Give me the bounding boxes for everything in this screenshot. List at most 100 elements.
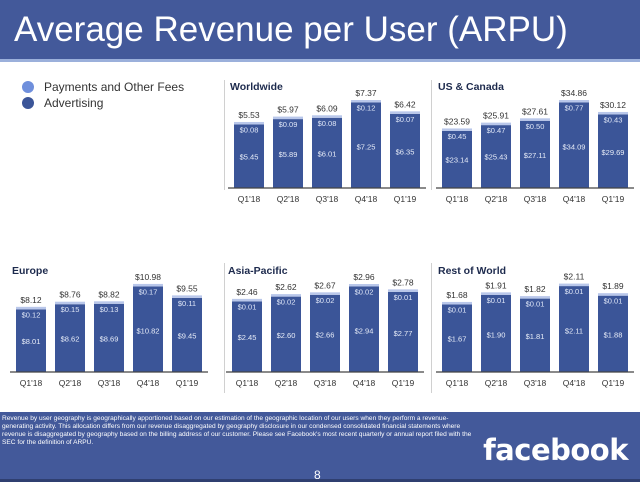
data-label-total: $5.53 — [238, 110, 260, 120]
data-label-advertising: $1.67 — [448, 335, 467, 344]
data-label-total: $2.96 — [353, 272, 375, 282]
data-label-payments: $0.13 — [100, 305, 119, 314]
data-label-payments: $0.01 — [526, 300, 545, 309]
x-tick-label: Q4'18 — [355, 194, 378, 204]
data-label-payments: $0.77 — [565, 104, 584, 113]
data-label-advertising: $1.81 — [526, 332, 545, 341]
bar-advertising — [559, 102, 589, 188]
data-label-payments: $0.11 — [178, 299, 196, 308]
chart-europe: Europe $0.12 $8.01 $8.12 Q1'18 $0.15 $8.62 $8.7… — [10, 262, 208, 399]
data-label-payments: $0.01 — [604, 297, 623, 306]
bar-advertising — [598, 114, 628, 188]
panel-divider — [224, 80, 225, 190]
slide-header: Average Revenue per User (ARPU) — [0, 0, 640, 62]
bar-advertising — [442, 304, 472, 372]
data-label-advertising: $8.62 — [61, 334, 80, 343]
slide-footer: Revenue by user geography is geographica… — [0, 412, 640, 482]
bar-payments — [520, 296, 550, 299]
data-label-total: $2.78 — [392, 277, 414, 287]
chart-svg: Europe $0.12 $8.01 $8.12 Q1'18 $0.15 $8.62 $8.7… — [10, 265, 208, 388]
data-label-payments: $0.07 — [396, 115, 415, 124]
bar-payments — [55, 301, 85, 305]
bar-advertising — [133, 286, 163, 372]
x-tick-label: Q4'18 — [137, 378, 160, 388]
bar-advertising — [16, 309, 46, 372]
data-label-total: $34.86 — [561, 88, 587, 98]
bar-advertising — [351, 102, 381, 188]
data-label-total: $2.67 — [314, 280, 336, 290]
x-tick-label: Q4'18 — [563, 378, 586, 388]
chart-svg: Rest of World $0.01 $1.67 $1.68 Q1'18 $0.01 $1… — [436, 265, 634, 388]
bar-payments — [559, 283, 589, 287]
x-tick-label: Q4'18 — [353, 378, 376, 388]
data-label-total: $1.82 — [524, 284, 546, 294]
data-label-payments: $0.45 — [448, 132, 467, 141]
x-tick-label: Q3'18 — [524, 378, 547, 388]
data-label-advertising: $1.90 — [487, 330, 506, 339]
bar-advertising — [232, 301, 262, 372]
data-label-advertising: $23.14 — [446, 155, 469, 164]
data-label-advertising: $2.77 — [394, 329, 413, 338]
data-label-advertising: $8.01 — [22, 337, 41, 346]
facebook-logo: facebook — [483, 433, 628, 467]
bar-payments — [520, 118, 550, 121]
bar-payments — [388, 289, 418, 292]
x-tick-label: Q1'19 — [602, 194, 625, 204]
data-label-total: $7.37 — [355, 88, 377, 98]
legend-swatch-payments — [22, 81, 34, 93]
data-label-total: $10.98 — [135, 272, 161, 282]
data-label-total: $27.61 — [522, 106, 548, 116]
bar-payments — [133, 283, 163, 287]
slide-title: Average Revenue per User (ARPU) — [14, 10, 568, 49]
data-label-total: $1.91 — [485, 280, 507, 290]
data-label-total: $1.68 — [446, 290, 468, 300]
data-label-payments: $0.01 — [565, 287, 584, 296]
chart-title: Asia-Pacific — [228, 265, 288, 277]
bar-advertising — [172, 297, 202, 372]
data-label-total: $23.59 — [444, 116, 470, 126]
x-tick-label: Q2'18 — [485, 194, 508, 204]
x-tick-label: Q3'18 — [316, 194, 339, 204]
x-tick-label: Q2'18 — [277, 194, 300, 204]
footer-edge — [0, 479, 640, 482]
bar-advertising — [442, 130, 472, 188]
data-label-payments: $0.09 — [279, 120, 298, 129]
chart-worldwide: Worldwide $0.08 $5.45 $5.53 Q1'18 $0.09 $5.89 $… — [228, 78, 426, 215]
footnote-text: Revenue by user geography is geographica… — [2, 415, 472, 446]
data-label-payments: $0.08 — [318, 119, 337, 128]
chart-title: Europe — [12, 265, 48, 277]
x-tick-label: Q4'18 — [563, 194, 586, 204]
bar-advertising — [349, 286, 379, 372]
chart-svg: Asia-Pacific $0.01 $2.45 $2.46 Q1'18 $0.02 $2.… — [226, 265, 424, 388]
panel-divider — [431, 263, 432, 393]
x-tick-label: Q1'18 — [238, 194, 261, 204]
bar-advertising — [310, 294, 340, 372]
chart-legend: Payments and Other Fees Advertising — [22, 79, 184, 111]
chart-rest-of-world: Rest of World $0.01 $1.67 $1.68 Q1'18 $0.01 $1… — [436, 262, 634, 399]
data-label-advertising: $1.88 — [604, 331, 623, 340]
bar-advertising — [481, 294, 511, 372]
x-tick-label: Q3'18 — [98, 378, 121, 388]
data-label-advertising: $34.09 — [563, 143, 586, 152]
data-label-total: $30.12 — [600, 100, 626, 110]
chart-svg: Worldwide $0.08 $5.45 $5.53 Q1'18 $0.09 $5.89 $… — [228, 81, 426, 204]
data-label-total: $8.82 — [98, 289, 120, 299]
data-label-payments: $0.43 — [604, 115, 623, 124]
bar-payments — [559, 100, 589, 103]
data-label-advertising: $10.82 — [137, 326, 160, 335]
bar-advertising — [520, 298, 550, 372]
legend-item-payments: Payments and Other Fees — [22, 79, 184, 95]
bar-payments — [390, 111, 420, 114]
x-tick-label: Q2'18 — [59, 378, 82, 388]
x-tick-label: Q1'18 — [236, 378, 259, 388]
bar-advertising — [273, 119, 303, 188]
chart-title: Worldwide — [230, 81, 283, 93]
x-tick-label: Q1'18 — [446, 194, 469, 204]
bar-advertising — [94, 303, 124, 372]
data-label-advertising: $8.69 — [100, 334, 119, 343]
x-tick-label: Q3'18 — [314, 378, 337, 388]
data-label-total: $1.89 — [602, 281, 624, 291]
data-label-payments: $0.02 — [316, 296, 335, 305]
bar-advertising — [481, 125, 511, 188]
chart-title: US & Canada — [438, 81, 504, 93]
